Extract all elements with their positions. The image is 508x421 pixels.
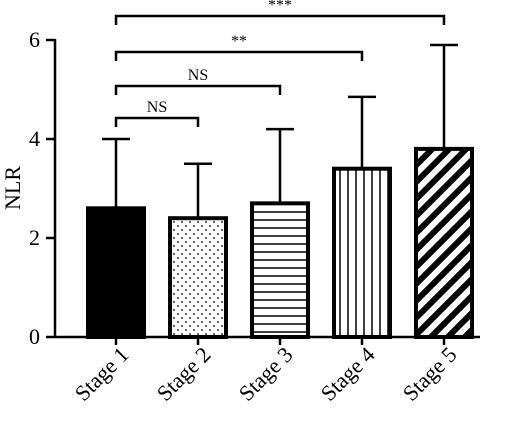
comparison-bracket [114,84,282,95]
y-tick-label: 0 [29,324,40,349]
comparison-bracket [114,116,200,127]
x-axis: Stage 1 Stage 2 Stage 3 Stage 4 Stage 5 [55,335,480,406]
bar-5 [414,146,474,339]
x-tick-label: Stage 2 [152,342,216,406]
comparison-bracket [114,50,364,61]
y-tick-label: 2 [29,225,40,250]
bars [86,146,474,339]
bar-2 [168,216,228,339]
y-axis: 0 2 4 6 [29,27,57,349]
significance-label: NS [188,67,208,84]
bar-1 [86,206,146,339]
bar-4 [332,166,392,339]
error-bars [102,43,458,219]
y-tick-label: 6 [29,27,40,52]
significance-label: NS [147,99,167,116]
x-tick-label: Stage 1 [70,342,134,406]
significance-label: ** [231,33,247,50]
comparison-bracket [114,14,446,25]
y-axis-label: NLR [0,166,25,210]
x-tick-label: Stage 5 [398,342,462,406]
x-tick-label: Stage 3 [234,342,298,406]
bar-3 [250,201,310,339]
x-tick-label: Stage 4 [316,342,380,406]
y-tick-label: 4 [29,126,40,151]
significance-label: *** [268,0,292,14]
